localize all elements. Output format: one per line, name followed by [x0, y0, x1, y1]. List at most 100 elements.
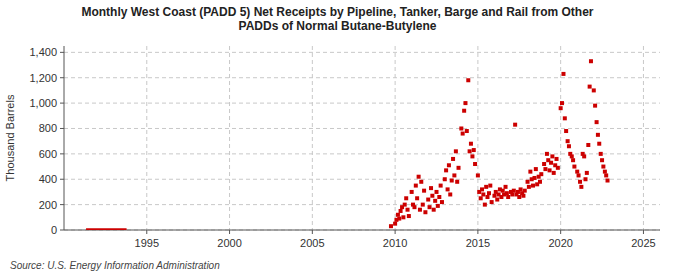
- y-grid-line: [64, 52, 660, 53]
- point: [459, 126, 463, 130]
- x-axis-line: [64, 230, 660, 231]
- point: [555, 157, 559, 161]
- y-tick-label: 0: [51, 224, 57, 236]
- point: [599, 152, 603, 156]
- point: [484, 185, 488, 189]
- y-tick-label: 1,400: [29, 46, 57, 58]
- x-tick-label: 2010: [383, 237, 407, 249]
- point: [463, 101, 467, 105]
- point: [512, 189, 516, 193]
- point: [521, 194, 525, 198]
- point: [419, 180, 423, 184]
- point: [579, 185, 583, 189]
- x-tick-label: 2000: [217, 237, 241, 249]
- y-tick: [60, 179, 64, 180]
- point: [559, 106, 563, 110]
- point: [406, 208, 410, 212]
- point: [601, 165, 605, 169]
- point: [399, 209, 403, 213]
- point: [423, 210, 427, 214]
- point: [585, 171, 589, 175]
- x-tick: [312, 230, 313, 234]
- x-grid-line: [229, 46, 230, 230]
- point: [563, 116, 567, 120]
- point: [588, 85, 592, 89]
- point: [584, 177, 588, 181]
- y-tick: [60, 77, 64, 78]
- y-tick-label: 200: [39, 199, 57, 211]
- x-grid-line: [312, 46, 313, 230]
- x-tick: [560, 230, 561, 234]
- point: [454, 149, 458, 153]
- point: [528, 170, 532, 174]
- axes: 02004006008001,0001,2001,400199520002005…: [29, 46, 660, 249]
- point: [462, 109, 466, 113]
- point: [415, 196, 419, 200]
- y-tick: [60, 103, 64, 104]
- point: [582, 154, 586, 158]
- point: [506, 195, 510, 199]
- point: [501, 189, 505, 193]
- y-tick: [60, 52, 64, 53]
- point: [401, 215, 405, 219]
- y-grid-line: [64, 128, 660, 129]
- point: [439, 184, 443, 188]
- point: [422, 189, 426, 193]
- point: [404, 196, 408, 200]
- point: [473, 162, 477, 166]
- title: Monthly West Coast (PADD 5) Net Receipts…: [81, 5, 593, 33]
- point: [418, 208, 422, 212]
- plot-area: [86, 59, 609, 230]
- point: [446, 187, 450, 191]
- y-tick-label: 1,000: [29, 97, 57, 109]
- point: [487, 191, 491, 195]
- x-tick: [229, 230, 230, 234]
- point: [455, 180, 459, 184]
- point: [417, 175, 421, 179]
- point: [539, 172, 543, 176]
- point: [603, 170, 607, 174]
- point: [604, 173, 608, 177]
- point: [403, 203, 407, 207]
- y-grid-line: [64, 77, 660, 78]
- x-tick: [643, 230, 644, 234]
- point: [527, 185, 531, 189]
- point: [465, 129, 469, 133]
- point: [469, 142, 473, 146]
- point: [606, 179, 610, 183]
- y-grid-line: [64, 204, 660, 205]
- scatter-series: [389, 59, 610, 228]
- point: [435, 190, 439, 194]
- point: [414, 184, 418, 188]
- point: [397, 217, 401, 221]
- point: [593, 104, 597, 108]
- x-tick-label: 2005: [300, 237, 324, 249]
- point: [389, 224, 393, 228]
- point: [466, 78, 470, 82]
- point: [519, 187, 523, 191]
- point: [429, 186, 433, 190]
- point: [447, 163, 451, 167]
- point: [444, 168, 448, 172]
- point: [566, 139, 570, 143]
- point: [410, 190, 414, 194]
- x-grid-line: [395, 46, 396, 230]
- point: [567, 144, 571, 148]
- point: [396, 213, 400, 217]
- grid: [64, 46, 660, 230]
- point: [476, 173, 480, 177]
- point: [572, 165, 576, 169]
- point: [570, 154, 574, 158]
- line: [86, 228, 127, 230]
- x-grid-line: [643, 46, 644, 230]
- point: [457, 166, 461, 170]
- point: [488, 184, 492, 188]
- point: [564, 129, 568, 133]
- point: [531, 184, 535, 188]
- point: [450, 179, 454, 183]
- point: [542, 162, 546, 166]
- point: [472, 148, 476, 152]
- x-tick-label: 2025: [631, 237, 655, 249]
- x-tick: [395, 230, 396, 234]
- point: [483, 203, 487, 207]
